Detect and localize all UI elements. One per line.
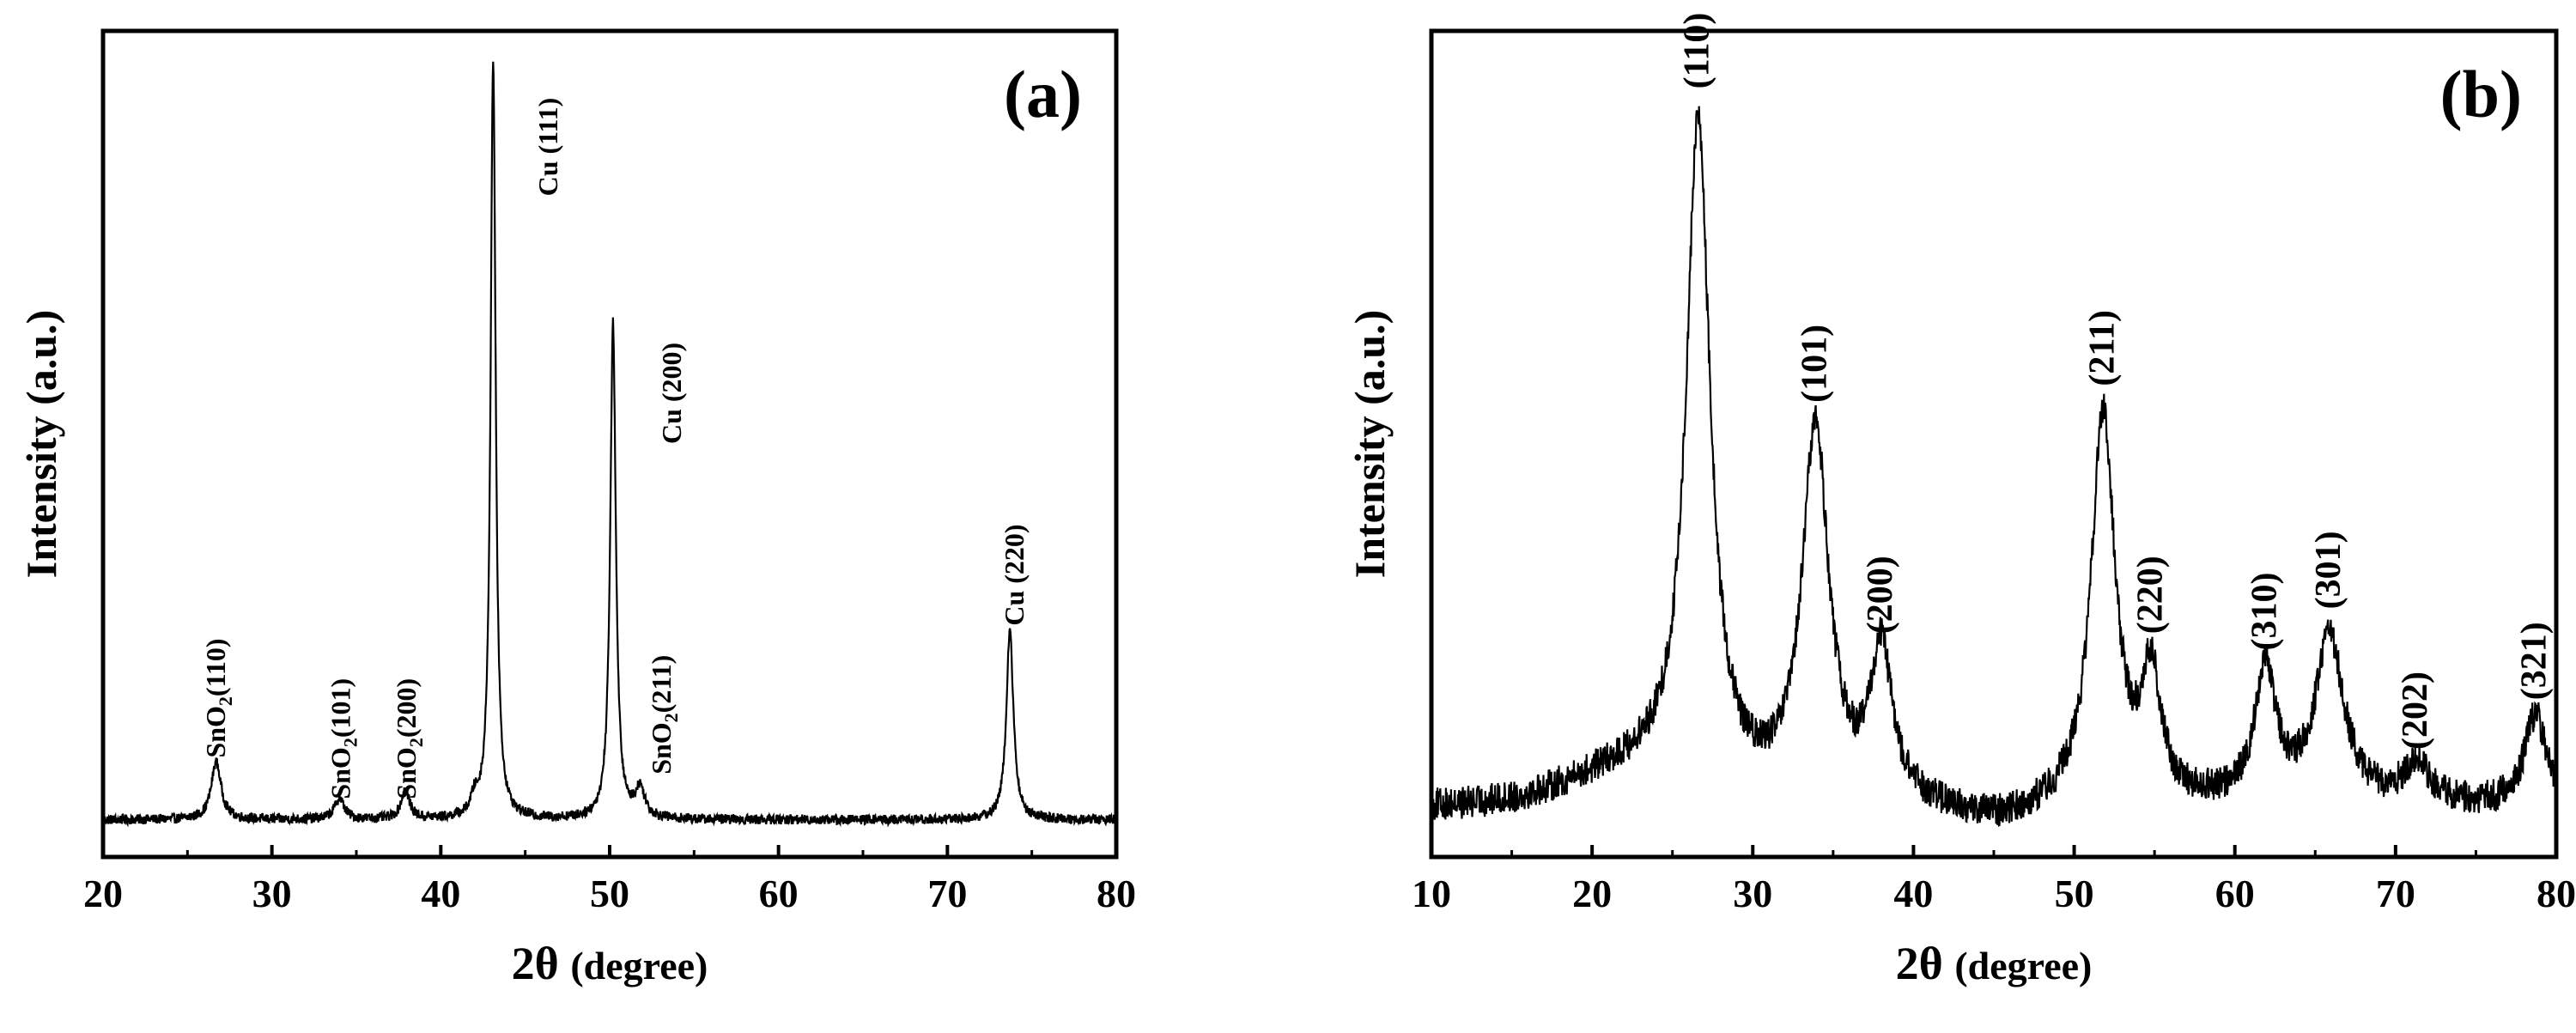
chart-a-x-tick-label-80: 80: [1097, 872, 1136, 915]
chart-b-peak-label-3: (211): [2082, 310, 2122, 386]
chart-b-peak-label-5: (310): [2245, 573, 2284, 651]
chart-a-x-axis-label: 2θ (degree): [512, 938, 708, 989]
chart-b-peak-label-6: (301): [2309, 531, 2348, 609]
chart-b-x-tick-label-80: 80: [2537, 872, 2576, 915]
chart-a-peak-label-1: SnO2(101): [325, 678, 361, 799]
chart-b-peak-point-0: [1697, 145, 1700, 149]
chart-a-xrd-pattern-line: [101, 61, 1118, 828]
chart-b-peak-label-7: (202): [2396, 671, 2435, 750]
chart-a-peak-point-3: [473, 802, 477, 805]
panel-a-xrd-chart: 20 30 40 50 60 70 80 2θ (degree) Intensity (a.u.…: [17, 28, 1136, 989]
chart-b-y-axis-label: Intensity (a.u.): [1346, 310, 1394, 579]
chart-b-xrd-pattern-line: [1430, 106, 2558, 827]
chart-b-peak-point-5: [2263, 673, 2267, 677]
chart-b-plot-frame: [1429, 28, 2559, 860]
chart-a-peak-label-5: SnO2(211): [646, 655, 682, 775]
chart-b-peak-label-2: (200): [1861, 556, 1900, 634]
chart-a-peak-point-4: [491, 58, 495, 62]
chart-b-peak-point-1: [1814, 434, 1817, 437]
chart-b-peak-label-1: (101): [1795, 325, 1834, 403]
chart-b-peak-label-4: (220): [2130, 556, 2170, 634]
chart-a-peak-label-4: Cu (200): [656, 343, 687, 444]
chart-b-peak-point-2: [1880, 657, 1883, 660]
chart-a-peak-label-6: Cu (220): [999, 524, 1030, 625]
chart-b-x-tick-label-60: 60: [2215, 872, 2255, 915]
chart-b-x-tick-label-50: 50: [2055, 872, 2094, 915]
chart-a-panel-label: (a): [1004, 57, 1082, 131]
chart-b-peak-label-0: (110): [1678, 13, 1717, 89]
panel-b-xrd-chart: 10 20 30 40 50 60 70 80 2θ (degree) Intensity (a.…: [1346, 13, 2576, 989]
chart-a-x-tick-label-40: 40: [421, 872, 460, 915]
chart-a-x-tick-label-30: 30: [252, 872, 292, 915]
chart-a-x-tick-label-50: 50: [590, 872, 629, 915]
chart-b-x-tick-label-70: 70: [2376, 872, 2415, 915]
chart-a-x-tick-label-60: 60: [759, 872, 799, 915]
chart-a-x-tick-label-70: 70: [927, 872, 967, 915]
chart-a-plot-frame: [100, 28, 1119, 860]
chart-a-peak-label-2: SnO2(200): [391, 678, 427, 799]
chart-b-x-axis-label: 2θ (degree): [1896, 938, 2093, 989]
chart-b-peak-label-8: (321): [2515, 622, 2555, 700]
chart-b-panel-label: (b): [2440, 57, 2522, 131]
chart-b-x-tick-label-40: 40: [1893, 872, 1933, 915]
chart-a-y-axis-label: Intensity (a.u.): [17, 310, 65, 579]
chart-a-x-tick-label-20: 20: [83, 872, 123, 915]
chart-a-peak-point-6: [638, 789, 641, 793]
chart-b-x-tick-label-10: 10: [1412, 872, 1451, 915]
chart-a-peak-label-3: Cu (111): [532, 98, 563, 197]
chart-b-x-tick-label-20: 20: [1572, 872, 1612, 915]
chart-b-peak-point-4: [2149, 682, 2153, 685]
chart-a-peak-label-0: SnO2(110): [200, 639, 236, 758]
chart-b-x-tick-label-30: 30: [1733, 872, 1772, 915]
